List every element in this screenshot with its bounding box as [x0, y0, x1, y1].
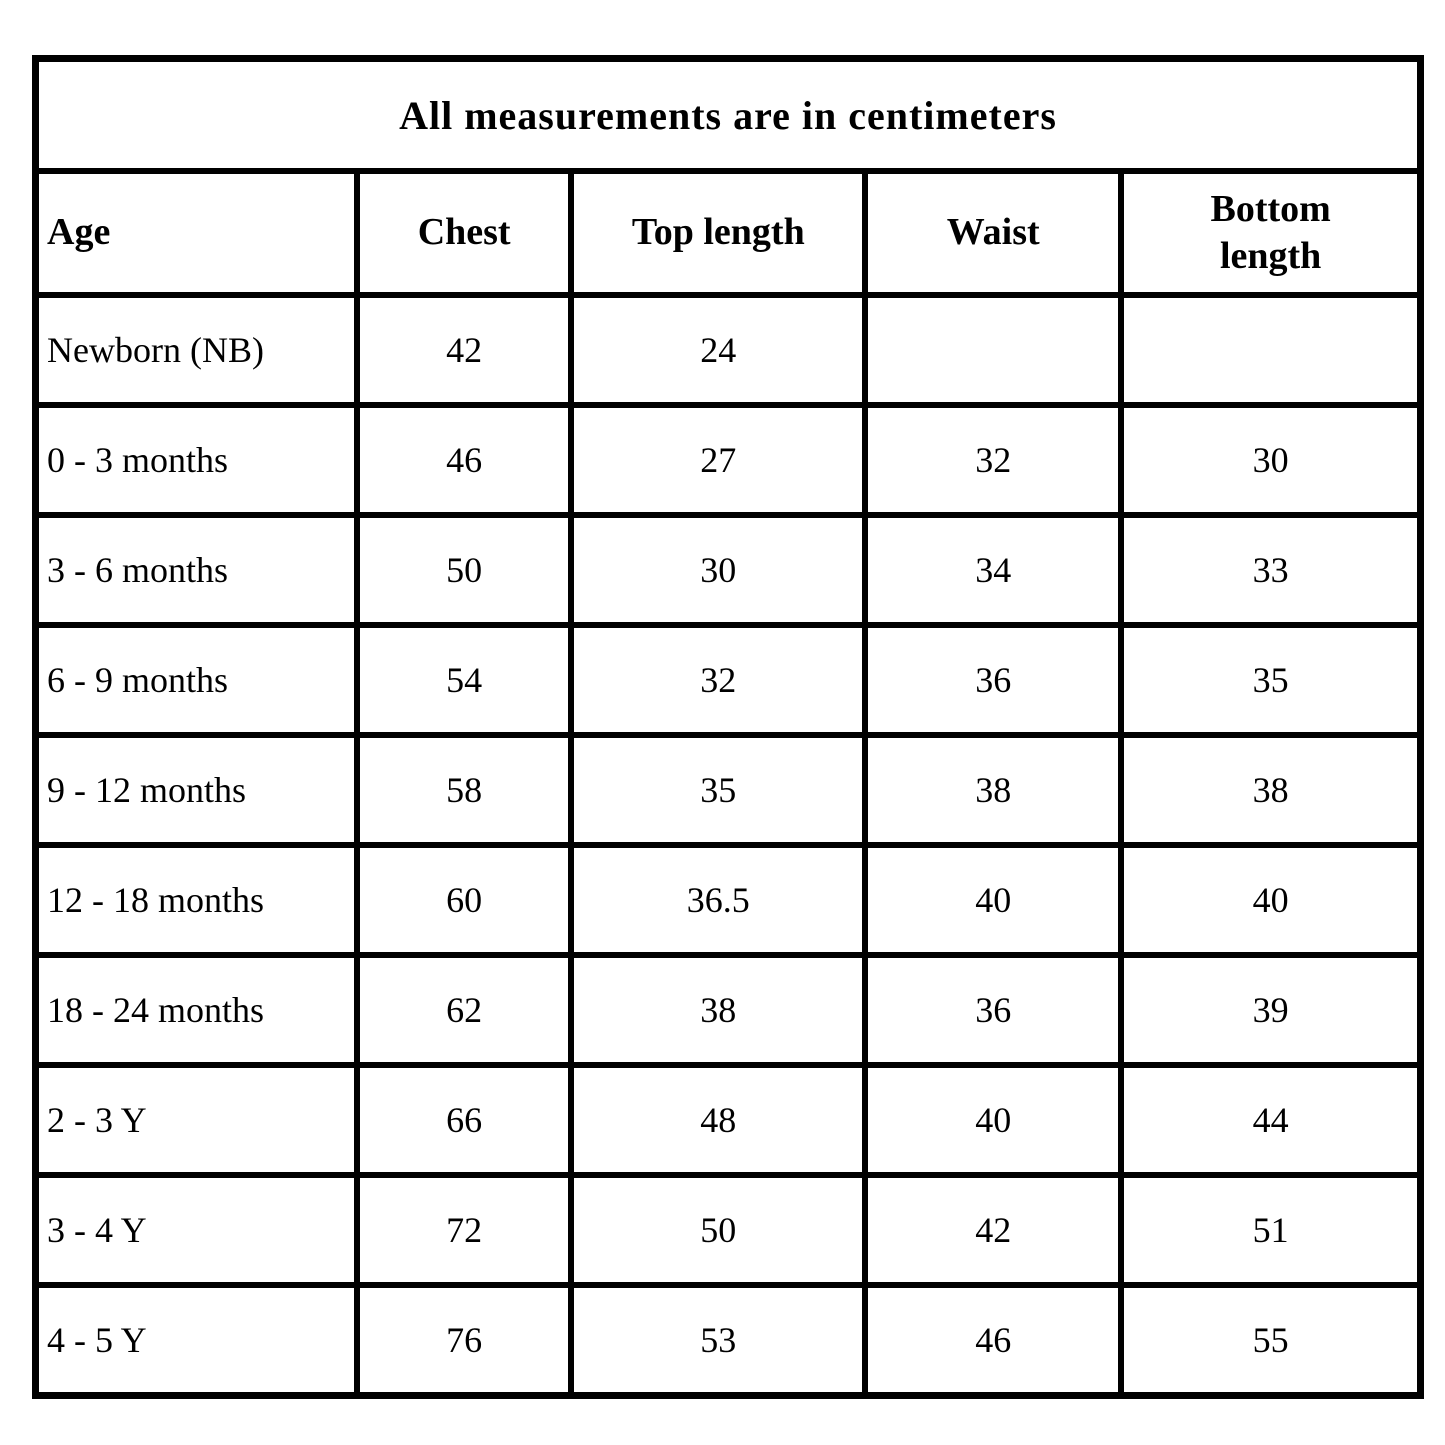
- cell-age: 12 - 18 months: [32, 842, 360, 958]
- cell-chest: 50: [353, 512, 575, 628]
- size-chart-table: All measurements are in centimeters Age C…: [32, 55, 1424, 1399]
- cell-waist: 32: [862, 402, 1125, 518]
- cell-waist: [862, 292, 1125, 408]
- cell-chest: 60: [353, 842, 575, 958]
- cell-bottom_length: 51: [1118, 1172, 1424, 1288]
- cell-age: 3 - 4 Y: [32, 1172, 360, 1288]
- cell-bottom_length: 39: [1118, 952, 1424, 1068]
- column-header-waist: Waist: [862, 168, 1125, 298]
- column-header-chest: Chest: [353, 168, 575, 298]
- cell-chest: 42: [353, 292, 575, 408]
- cell-waist: 40: [862, 1062, 1125, 1178]
- cell-top_length: 38: [568, 952, 869, 1068]
- cell-chest: 62: [353, 952, 575, 1068]
- cell-chest: 72: [353, 1172, 575, 1288]
- column-header-bottom_length: Bottom length: [1118, 168, 1424, 298]
- cell-chest: 66: [353, 1062, 575, 1178]
- table-row: 0 - 3 months 46 27 32 30: [32, 402, 1424, 518]
- cell-bottom_length: 55: [1118, 1282, 1424, 1398]
- cell-bottom_length: 35: [1118, 622, 1424, 738]
- cell-age: 2 - 3 Y: [32, 1062, 360, 1178]
- cell-top_length: 35: [568, 732, 869, 848]
- cell-waist: 36: [862, 952, 1125, 1068]
- cell-bottom_length: 38: [1118, 732, 1424, 848]
- cell-top_length: 36.5: [568, 842, 869, 958]
- table-row: 3 - 6 months 50 30 34 33: [32, 512, 1424, 628]
- table-row: 18 - 24 months 62 38 36 39: [32, 952, 1424, 1068]
- table-row: Newborn (NB) 42 24: [32, 292, 1424, 408]
- cell-waist: 38: [862, 732, 1125, 848]
- cell-top_length: 30: [568, 512, 869, 628]
- title-row: All measurements are in centimeters: [32, 55, 1424, 174]
- cell-top_length: 27: [568, 402, 869, 518]
- cell-top_length: 50: [568, 1172, 869, 1288]
- cell-chest: 76: [353, 1282, 575, 1398]
- table-row: 6 - 9 months 54 32 36 35: [32, 622, 1424, 738]
- column-header-age: Age: [32, 168, 360, 298]
- cell-age: 3 - 6 months: [32, 512, 360, 628]
- cell-waist: 36: [862, 622, 1125, 738]
- cell-chest: 54: [353, 622, 575, 738]
- cell-bottom_length: 30: [1118, 402, 1424, 518]
- cell-waist: 46: [862, 1282, 1125, 1398]
- cell-chest: 58: [353, 732, 575, 848]
- cell-age: Newborn (NB): [32, 292, 360, 408]
- table-title: All measurements are in centimeters: [32, 55, 1424, 174]
- column-header-label: Chest: [417, 211, 511, 254]
- header-row: Age Chest Top length Waist Bottom length: [32, 168, 1424, 298]
- table-body: Newborn (NB) 42 24 0 - 3 months 46 27 32 30 3 - …: [32, 292, 1424, 1398]
- cell-top_length: 53: [568, 1282, 869, 1398]
- column-header-top_length: Top length: [568, 168, 869, 298]
- cell-waist: 42: [862, 1172, 1125, 1288]
- column-header-label: Top length: [631, 211, 805, 254]
- cell-waist: 34: [862, 512, 1125, 628]
- cell-top_length: 48: [568, 1062, 869, 1178]
- table-row: 4 - 5 Y 76 53 46 55: [32, 1282, 1424, 1398]
- cell-bottom_length: [1118, 292, 1424, 408]
- cell-age: 0 - 3 months: [32, 402, 360, 518]
- cell-age: 4 - 5 Y: [32, 1282, 360, 1398]
- column-header-label: Bottom length: [1210, 187, 1331, 278]
- cell-age: 6 - 9 months: [32, 622, 360, 738]
- table-row: 9 - 12 months 58 35 38 38: [32, 732, 1424, 848]
- table-row: 3 - 4 Y 72 50 42 51: [32, 1172, 1424, 1288]
- cell-bottom_length: 40: [1118, 842, 1424, 958]
- column-header-label: Age: [47, 211, 111, 254]
- table-row: 12 - 18 months 60 36.5 40 40: [32, 842, 1424, 958]
- cell-waist: 40: [862, 842, 1125, 958]
- cell-bottom_length: 44: [1118, 1062, 1424, 1178]
- cell-age: 18 - 24 months: [32, 952, 360, 1068]
- cell-age: 9 - 12 months: [32, 732, 360, 848]
- cell-bottom_length: 33: [1118, 512, 1424, 628]
- column-header-label: Waist: [946, 211, 1040, 254]
- table-row: 2 - 3 Y 66 48 40 44: [32, 1062, 1424, 1178]
- cell-top_length: 32: [568, 622, 869, 738]
- cell-top_length: 24: [568, 292, 869, 408]
- cell-chest: 46: [353, 402, 575, 518]
